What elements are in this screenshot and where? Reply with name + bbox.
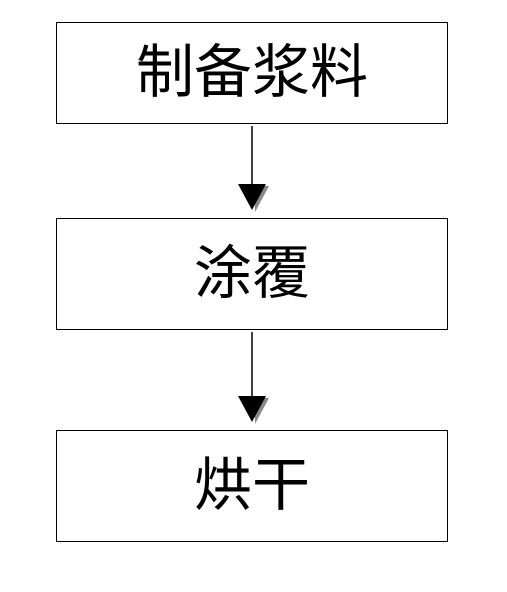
flowchart-node-3: 烘干 xyxy=(56,430,448,542)
node-label: 涂覆 xyxy=(194,245,310,303)
flowchart-node-1: 制备浆料 xyxy=(56,22,448,124)
arrow-2 xyxy=(56,330,448,430)
arrow-down-icon xyxy=(232,124,272,218)
arrow-1 xyxy=(56,124,448,218)
node-label: 制备浆料 xyxy=(136,44,368,102)
arrow-down-icon xyxy=(232,330,272,430)
flowchart-node-2: 涂覆 xyxy=(56,218,448,330)
node-label: 烘干 xyxy=(194,457,310,515)
flowchart-container: 制备浆料 涂覆 烘干 xyxy=(56,22,448,542)
